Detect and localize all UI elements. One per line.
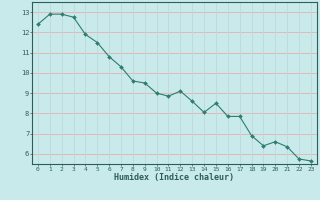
X-axis label: Humidex (Indice chaleur): Humidex (Indice chaleur) <box>115 173 234 182</box>
